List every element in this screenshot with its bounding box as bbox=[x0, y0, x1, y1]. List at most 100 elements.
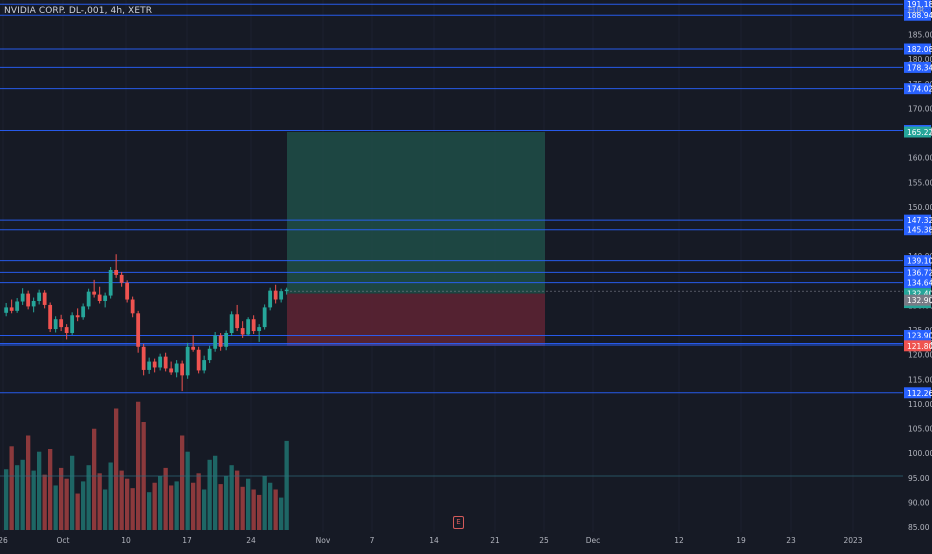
time-axis-label[interactable]: 12 bbox=[674, 536, 684, 545]
loss-zone[interactable] bbox=[287, 293, 545, 346]
candle-body bbox=[59, 319, 64, 328]
time-axis-label[interactable]: 14 bbox=[429, 536, 439, 545]
price-tick-label: 95.00 bbox=[908, 474, 930, 483]
volume-bar bbox=[213, 455, 218, 530]
candle-body bbox=[202, 360, 207, 371]
candle-body bbox=[207, 348, 212, 361]
price-tick-label: 120.00 bbox=[908, 351, 932, 360]
price-level-label: 134.64 bbox=[904, 277, 932, 289]
volume-bar bbox=[152, 482, 157, 530]
time-axis-label[interactable]: 19 bbox=[736, 536, 746, 545]
volume-bar bbox=[86, 465, 91, 530]
candle-body bbox=[81, 306, 86, 318]
time-axis-label[interactable]: Nov bbox=[316, 536, 331, 545]
volume-bar bbox=[180, 435, 185, 530]
volume-bar bbox=[119, 470, 124, 530]
price-tick-label: 105.00 bbox=[908, 425, 932, 434]
time-axis-label[interactable]: 23 bbox=[786, 536, 796, 545]
candle-body bbox=[114, 269, 119, 275]
candle-body bbox=[213, 335, 218, 349]
candle-body bbox=[53, 319, 58, 330]
volume-bar bbox=[279, 497, 284, 530]
currency-label[interactable]: EUR bbox=[908, 6, 925, 15]
time-axis-label[interactable]: 26 bbox=[0, 536, 8, 545]
price-level-badge bbox=[904, 294, 931, 306]
candle-body bbox=[196, 349, 201, 371]
price-level-label: 182.08 bbox=[904, 43, 932, 55]
volume-bar bbox=[273, 489, 278, 530]
volume-bar bbox=[136, 401, 141, 530]
candle-body bbox=[158, 356, 163, 368]
volume-bar bbox=[48, 449, 53, 530]
volume-bar bbox=[202, 489, 207, 530]
candle-body bbox=[169, 368, 174, 373]
candle-body bbox=[86, 291, 91, 307]
volume-bar bbox=[31, 470, 36, 530]
time-axis-label[interactable]: 21 bbox=[490, 536, 500, 545]
time-axis-label[interactable]: 2023 bbox=[843, 536, 862, 545]
time-axis-label[interactable]: Oct bbox=[57, 536, 70, 545]
price-level-text: 188.94 bbox=[907, 11, 932, 20]
position-zones[interactable] bbox=[287, 132, 545, 346]
price-level-text: 132.90 bbox=[907, 296, 932, 305]
candle-body bbox=[130, 299, 135, 314]
candle-body bbox=[26, 293, 31, 307]
volume-bar bbox=[174, 481, 179, 530]
volume-bar bbox=[81, 481, 86, 530]
price-tick-label: 185.00 bbox=[908, 31, 932, 40]
price-level-text: 145.38 bbox=[907, 226, 932, 235]
volume-bar bbox=[15, 465, 20, 530]
time-axis-label[interactable]: 25 bbox=[539, 536, 549, 545]
price-level-badge bbox=[904, 340, 931, 352]
symbol-title: NVIDIA CORP. DL-,001, 4h, XETR bbox=[4, 6, 153, 16]
candle-body bbox=[125, 282, 130, 300]
volume-bar bbox=[125, 478, 130, 530]
price-level-text: 147.32 bbox=[907, 216, 932, 225]
horizontal-levels[interactable] bbox=[0, 3, 903, 477]
volume-bar bbox=[9, 446, 14, 530]
price-tick-label: 110.00 bbox=[908, 400, 932, 409]
candle-body bbox=[279, 291, 284, 300]
volume-bar bbox=[75, 493, 80, 530]
profit-zone[interactable] bbox=[287, 132, 545, 294]
volume-bar bbox=[229, 465, 234, 530]
price-level-text: 121.80 bbox=[907, 342, 932, 351]
time-axis-label[interactable]: 17 bbox=[182, 536, 192, 545]
volume-bar bbox=[163, 467, 168, 530]
time-axis-label[interactable]: 7 bbox=[370, 536, 375, 545]
price-tick-label: 150.00 bbox=[908, 203, 932, 212]
volume-bar bbox=[191, 482, 196, 530]
candle-body bbox=[273, 290, 278, 300]
time-axis-label[interactable]: 24 bbox=[246, 536, 256, 545]
price-level-badge bbox=[904, 9, 931, 21]
price-tick-label: 155.00 bbox=[908, 178, 932, 187]
price-level-label: 136.72 bbox=[904, 266, 932, 278]
volume-bar bbox=[4, 469, 9, 530]
price-level-text: 136.72 bbox=[907, 268, 932, 277]
candle-body bbox=[31, 300, 36, 307]
price-level-text: 139.10 bbox=[907, 257, 932, 266]
volume-bar bbox=[169, 485, 174, 530]
time-axis-label[interactable]: 10 bbox=[121, 536, 131, 545]
candle-body bbox=[108, 269, 113, 296]
volume-bar bbox=[37, 451, 42, 530]
candle-body bbox=[4, 307, 9, 313]
time-axis[interactable]: 26 Oct 10 17 24 Nov 7 14 21 25 Dec 12 19 23 2023 bbox=[0, 536, 863, 545]
candle-body bbox=[284, 289, 289, 292]
price-level-text: 174.02 bbox=[907, 85, 932, 94]
price-level-text: 191.18 bbox=[907, 0, 932, 9]
price-level-badge bbox=[904, 126, 931, 138]
price-level-badge bbox=[904, 43, 931, 55]
candle-body bbox=[37, 292, 42, 301]
candle-body bbox=[64, 327, 69, 334]
volume-bar bbox=[158, 476, 163, 530]
candle-body bbox=[15, 301, 20, 311]
candle-body bbox=[235, 314, 240, 329]
volume-bar bbox=[108, 462, 113, 530]
time-axis-label[interactable]: Dec bbox=[586, 536, 601, 545]
candle-body bbox=[240, 328, 245, 335]
earnings-icon[interactable]: E bbox=[453, 516, 464, 529]
volume-bar bbox=[147, 492, 152, 530]
